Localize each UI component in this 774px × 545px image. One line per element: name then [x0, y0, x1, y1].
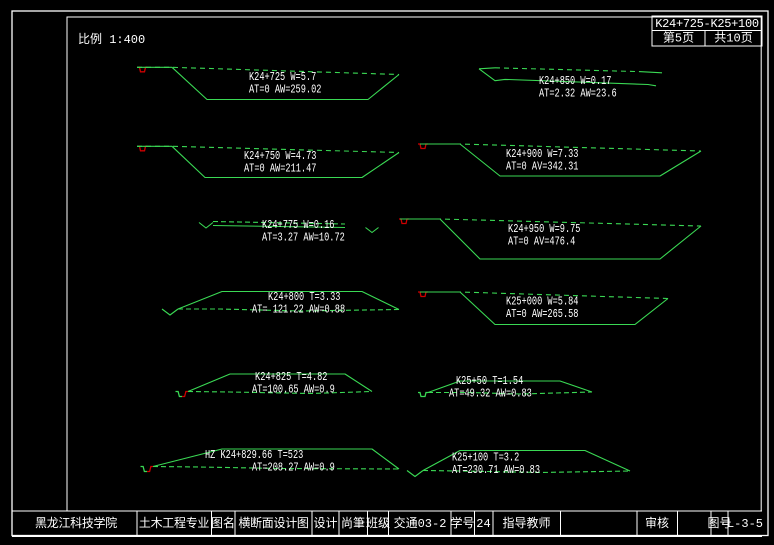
svg-text:AT=2.32 AW=23.6: AT=2.32 AW=23.6	[539, 87, 617, 101]
svg-text:AT=0 AW=259.02: AT=0 AW=259.02	[249, 83, 321, 97]
svg-text:学号: 学号	[450, 515, 474, 531]
svg-text:班级: 班级	[366, 516, 390, 531]
svg-text:黑龙江科技学院: 黑龙江科技学院	[35, 515, 117, 531]
svg-text:AT=0 AW=265.58: AT=0 AW=265.58	[506, 308, 578, 322]
svg-text:AT=0 AV=476.4: AT=0 AV=476.4	[508, 235, 575, 249]
svg-text:审核: 审核	[645, 515, 669, 531]
svg-text:AT=208.27 AW=0.9: AT=208.27 AW=0.9	[252, 461, 335, 475]
svg-text:AT=100.65 AW=0.9: AT=100.65 AW=0.9	[252, 383, 335, 397]
svg-text:第5页: 第5页	[663, 31, 694, 46]
svg-text:AT=3.27 AW=10.72: AT=3.27 AW=10.72	[262, 231, 345, 245]
svg-text:比例 1:400: 比例 1:400	[78, 32, 145, 47]
svg-text:24: 24	[476, 517, 490, 531]
svg-text:指导教师: 指导教师	[502, 515, 550, 531]
svg-text:图名: 图名	[211, 515, 235, 531]
svg-text:AT=0 AW=211.47: AT=0 AW=211.47	[244, 162, 316, 176]
svg-text:尚筆: 尚筆	[341, 516, 365, 531]
svg-text:AT=230.71 AW=0.83: AT=230.71 AW=0.83	[452, 464, 540, 478]
svg-text:横断面设计图: 横断面设计图	[238, 515, 308, 531]
svg-text:AT=0 AV=342.31: AT=0 AV=342.31	[506, 160, 578, 174]
svg-text:AT=49.32 AW=0.83: AT=49.32 AW=0.83	[449, 387, 532, 401]
svg-text:共10页: 共10页	[714, 31, 752, 46]
svg-text:AT= 121.22 AW=0.88: AT= 121.22 AW=0.88	[252, 303, 345, 317]
svg-text:K24+725-K25+100: K24+725-K25+100	[655, 17, 759, 31]
svg-text:交通03-2: 交通03-2	[394, 515, 447, 531]
svg-text:土木工程专业: 土木工程专业	[139, 515, 210, 531]
svg-text:设计: 设计	[313, 516, 337, 531]
svg-text:L-3-5: L-3-5	[727, 517, 763, 531]
